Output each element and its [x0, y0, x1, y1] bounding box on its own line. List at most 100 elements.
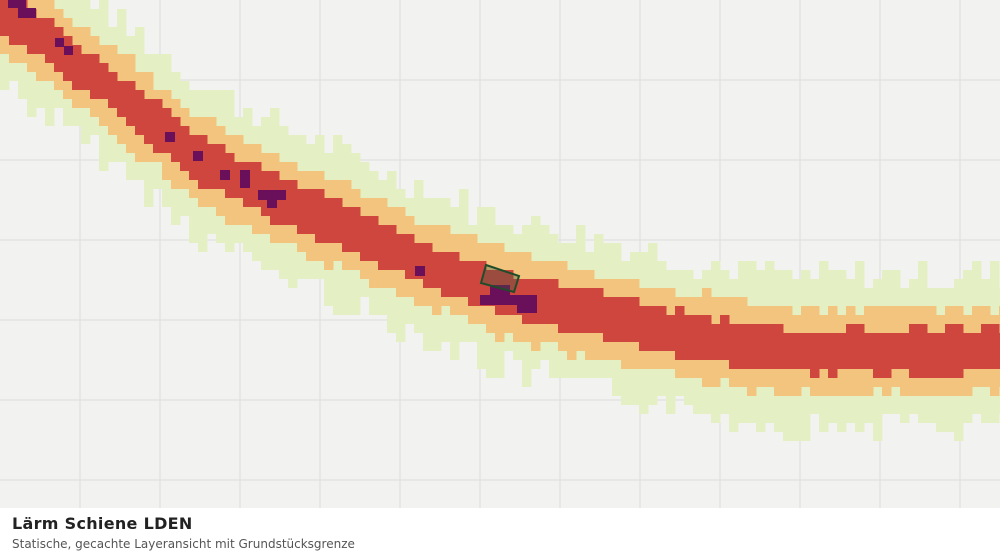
noise-high	[657, 306, 667, 351]
noise-high	[360, 216, 370, 261]
noise-high	[567, 288, 577, 333]
noise-very-high	[267, 198, 277, 208]
noise-high	[765, 324, 775, 369]
noise-high	[630, 297, 640, 342]
noise-high	[315, 189, 325, 243]
noise-very-high	[517, 295, 537, 313]
noise-high	[945, 324, 955, 378]
noise-high	[396, 234, 406, 270]
noise-high	[207, 144, 217, 189]
noise-high	[405, 234, 415, 279]
noise-high	[585, 288, 595, 333]
noise-high	[801, 333, 811, 369]
noise-high	[450, 252, 460, 297]
noise-high	[720, 315, 730, 360]
noise-high	[684, 315, 694, 360]
noise-high	[711, 324, 721, 360]
noise-high	[45, 18, 55, 63]
noise-high	[747, 324, 757, 369]
legend-subtitle: Statische, gecachte Layeransicht mit Gru…	[12, 537, 355, 551]
noise-high	[180, 126, 190, 171]
noise-high	[918, 324, 928, 378]
noise-high	[936, 333, 946, 378]
noise-high	[162, 108, 172, 153]
noise-high	[540, 279, 550, 324]
noise-very-high	[193, 151, 203, 161]
noise-high	[639, 306, 649, 351]
noise-high	[612, 297, 622, 342]
noise-high	[963, 333, 973, 369]
noise-high	[198, 135, 208, 189]
noise-high	[36, 18, 46, 54]
noise-very-high	[55, 38, 64, 47]
noise-high	[738, 324, 748, 369]
noise-high	[63, 36, 73, 81]
noise-high	[549, 279, 559, 324]
noise-high	[369, 216, 379, 261]
noise-high	[666, 315, 676, 351]
noise-high	[144, 99, 154, 144]
noise-high	[990, 324, 1000, 369]
noise-high	[288, 180, 298, 225]
noise-high	[594, 288, 604, 333]
noise-high	[675, 306, 685, 360]
noise-high	[171, 117, 181, 162]
noise-high	[882, 333, 892, 378]
noise-high	[819, 333, 829, 369]
noise-high	[126, 81, 136, 126]
noise-high	[351, 207, 361, 252]
noise-high	[954, 324, 964, 378]
noise-very-high	[258, 190, 286, 200]
noise-high	[81, 54, 91, 90]
map	[0, 0, 1000, 508]
noise-very-high	[240, 170, 250, 188]
noise-high	[576, 288, 586, 333]
noise-high	[702, 315, 712, 360]
noise-high	[99, 63, 109, 99]
noise-high	[900, 333, 910, 369]
noise-high	[9, 0, 19, 45]
noise-high	[153, 99, 163, 153]
noise-high	[468, 261, 478, 306]
noise-high	[603, 297, 613, 342]
noise-high	[297, 189, 307, 234]
noise-very-high	[64, 46, 73, 55]
noise-high	[846, 324, 856, 369]
noise-high	[792, 333, 802, 369]
noise-high	[432, 252, 442, 288]
parcel-boundary	[479, 263, 521, 294]
noise-high	[441, 252, 451, 297]
noise-high	[414, 243, 424, 279]
legend-panel: Lärm Schiene LDEN Statische, gecachte La…	[0, 508, 1000, 560]
legend-title: Lärm Schiene LDEN	[12, 514, 193, 533]
noise-high	[18, 0, 28, 45]
noise-high	[135, 90, 145, 135]
noise-high	[234, 162, 244, 198]
noise-high	[981, 324, 991, 369]
noise-high	[54, 27, 64, 72]
noise-high	[558, 288, 568, 333]
noise-very-high	[165, 132, 175, 142]
noise-high	[72, 45, 82, 90]
noise-very-high	[490, 285, 510, 295]
noise-high	[306, 189, 316, 234]
noise-high	[378, 225, 388, 270]
noise-high	[909, 324, 919, 378]
noise-high	[108, 72, 118, 108]
noise-high	[810, 333, 820, 378]
noise-high	[873, 333, 883, 378]
noise-high	[648, 306, 658, 351]
noise-high	[855, 324, 865, 369]
noise-high	[27, 9, 37, 54]
noise-high	[621, 297, 631, 342]
noise-layer	[0, 0, 1000, 441]
noise-high	[927, 333, 937, 378]
noise-high	[864, 333, 874, 369]
noise-very-high	[220, 170, 230, 180]
noise-very-high	[8, 0, 26, 8]
noise-high	[324, 198, 334, 243]
noise-high	[891, 333, 901, 369]
noise-very-high	[480, 295, 518, 305]
noise-high	[0, 0, 10, 36]
